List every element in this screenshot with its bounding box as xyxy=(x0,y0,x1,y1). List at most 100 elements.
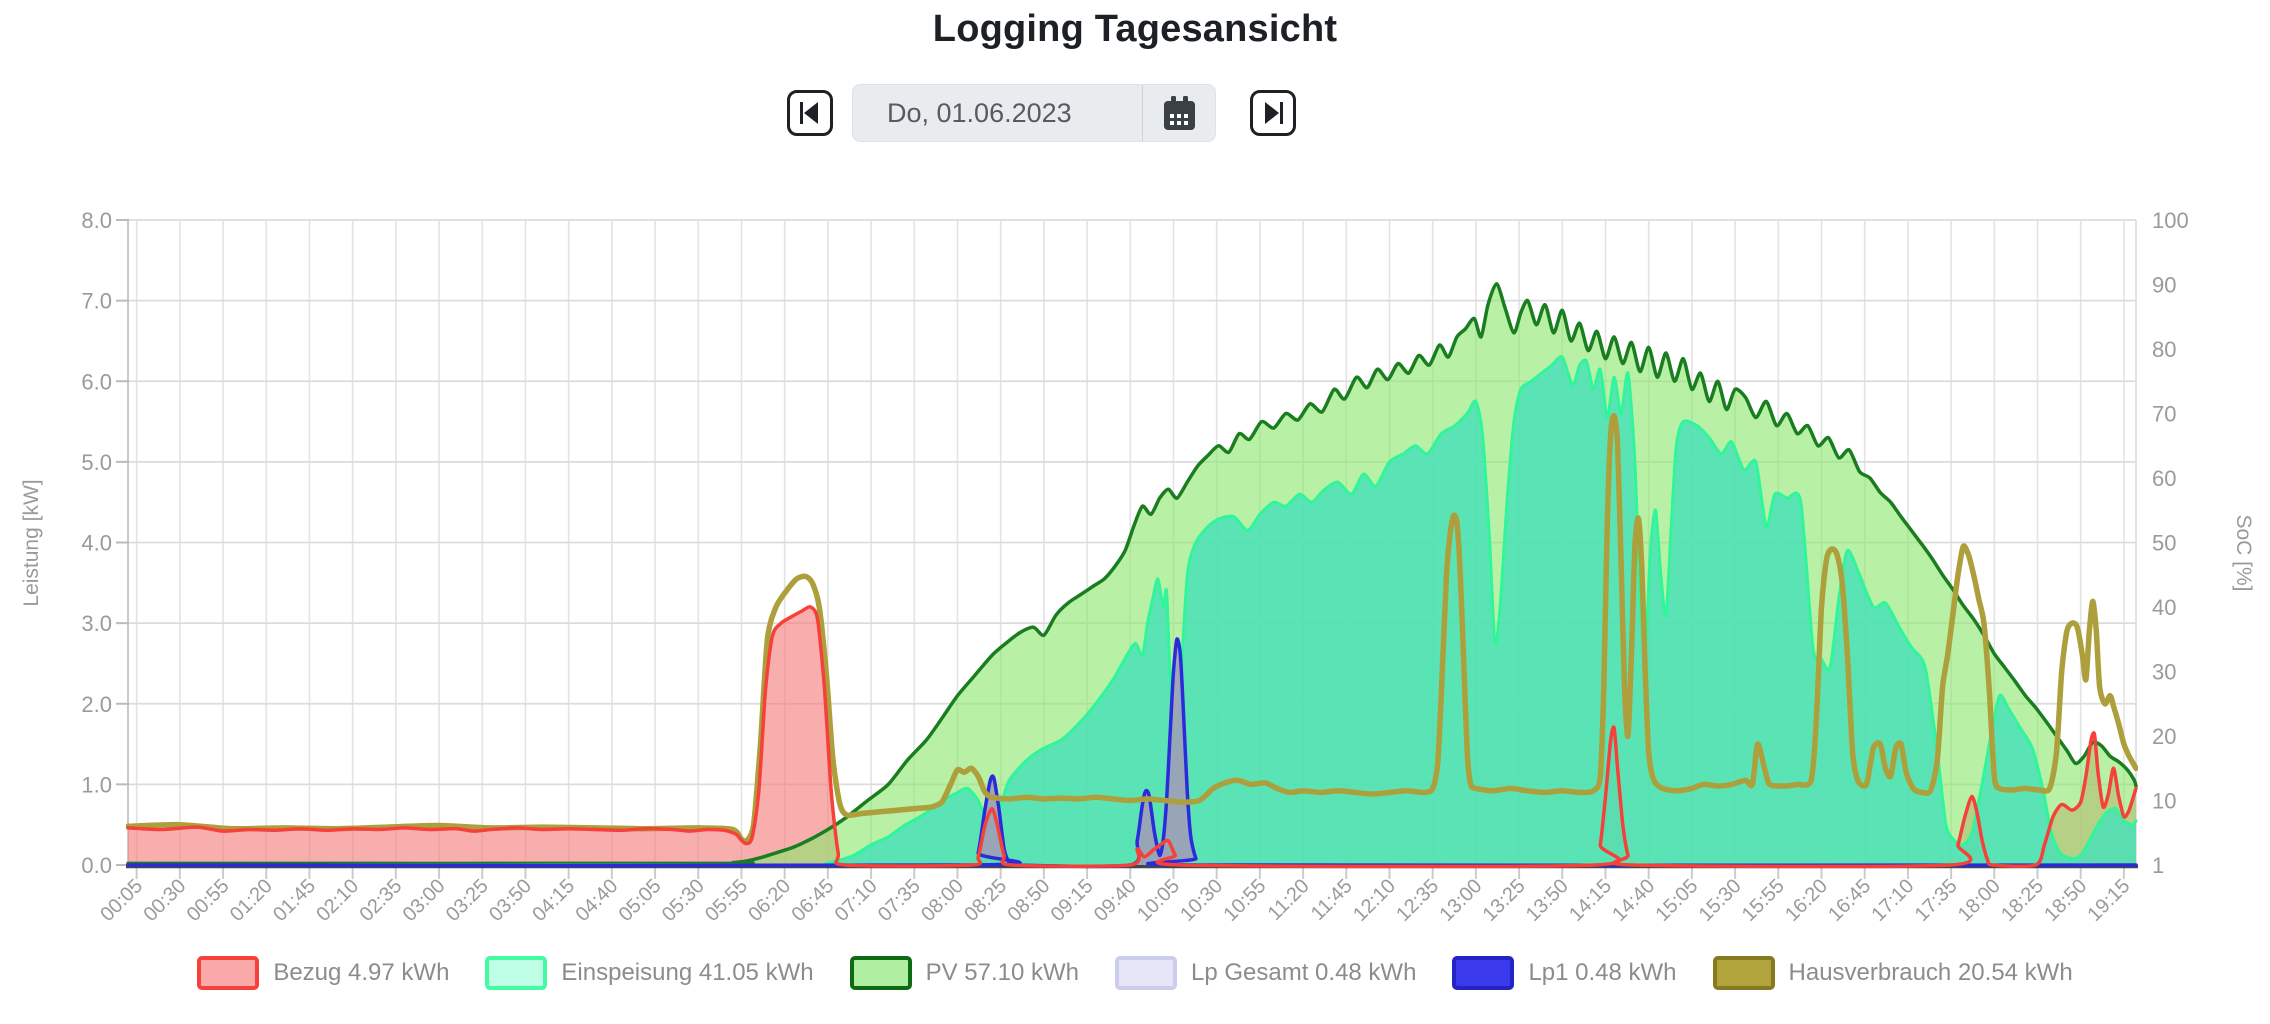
svg-text:14:40: 14:40 xyxy=(1608,875,1659,926)
svg-text:13:25: 13:25 xyxy=(1479,875,1530,926)
svg-text:11:45: 11:45 xyxy=(1307,875,1357,925)
svg-text:00:05: 00:05 xyxy=(96,875,147,926)
svg-text:01:45: 01:45 xyxy=(269,875,320,926)
svg-text:10:55: 10:55 xyxy=(1219,875,1270,926)
legend-item-pv[interactable]: Einspeisung 41.05 kWh xyxy=(485,956,814,990)
legend-item-lp1[interactable]: Lp1 0.48 kWh xyxy=(1452,956,1677,990)
svg-text:8.0: 8.0 xyxy=(81,208,112,233)
legend-item-lp-gesamt[interactable]: Lp Gesamt 0.48 kWh xyxy=(1115,956,1416,990)
svg-text:50: 50 xyxy=(2152,531,2176,556)
series-bezug xyxy=(128,606,2136,867)
svg-text:70: 70 xyxy=(2152,402,2176,427)
legend-label: Bezug 4.97 kWh xyxy=(273,959,450,986)
svg-text:03:50: 03:50 xyxy=(485,875,536,926)
left-arrow-icon xyxy=(794,97,826,129)
svg-text:08:25: 08:25 xyxy=(960,875,1011,926)
svg-text:30: 30 xyxy=(2152,660,2176,685)
legend-item-bezug[interactable]: Bezug 4.97 kWh xyxy=(197,956,449,990)
legend-swatch xyxy=(1115,956,1177,990)
svg-text:15:55: 15:55 xyxy=(1738,875,1789,926)
legend-swatch xyxy=(485,956,548,990)
svg-text:17:10: 17:10 xyxy=(1867,875,1918,926)
series-hausverbrauch xyxy=(126,412,2138,845)
svg-text:09:40: 09:40 xyxy=(1090,875,1141,926)
next-day-button[interactable] xyxy=(1250,90,1296,136)
svg-text:90: 90 xyxy=(2152,273,2176,298)
right-arrow-icon xyxy=(1257,97,1289,129)
legend-label: Lp1 0.48 kWh xyxy=(1528,959,1677,986)
svg-text:10: 10 xyxy=(2152,789,2176,814)
svg-text:05:55: 05:55 xyxy=(701,875,752,926)
svg-text:1: 1 xyxy=(2152,853,2164,878)
svg-text:03:25: 03:25 xyxy=(442,875,493,926)
svg-text:04:15: 04:15 xyxy=(528,875,579,926)
svg-text:16:20: 16:20 xyxy=(1781,875,1832,926)
legend-swatch xyxy=(1712,956,1775,990)
series-einspeisung xyxy=(126,355,2138,867)
prev-day-button[interactable] xyxy=(787,90,833,136)
svg-text:17:35: 17:35 xyxy=(1911,875,1962,926)
svg-text:05:05: 05:05 xyxy=(615,875,666,926)
svg-text:12:35: 12:35 xyxy=(1392,875,1443,926)
svg-text:Leistung [kW]: Leistung [kW] xyxy=(20,479,43,606)
legend-label: Hausverbrauch 20.54 kWh xyxy=(1788,959,2073,986)
svg-text:10:05: 10:05 xyxy=(1133,875,1184,926)
svg-text:14:15: 14:15 xyxy=(1565,875,1616,926)
svg-text:13:50: 13:50 xyxy=(1522,875,1573,926)
svg-text:00:55: 00:55 xyxy=(183,875,234,926)
legend-label: PV 57.10 kWh xyxy=(925,959,1079,986)
svg-text:10:30: 10:30 xyxy=(1176,875,1227,926)
svg-text:16:45: 16:45 xyxy=(1824,875,1875,926)
svg-text:18:50: 18:50 xyxy=(2040,875,2091,926)
legend-swatch xyxy=(1452,956,1515,990)
legend-label: Einspeisung 41.05 kWh xyxy=(561,959,814,986)
svg-text:7.0: 7.0 xyxy=(81,289,112,314)
svg-text:4.0: 4.0 xyxy=(81,531,112,556)
chart-legend: Bezug 4.97 kWh Einspeisung 41.05 kWh PV 57… xyxy=(0,956,2270,990)
svg-text:15:30: 15:30 xyxy=(1695,875,1746,926)
svg-text:20: 20 xyxy=(2152,724,2176,749)
legend-swatch xyxy=(197,956,260,990)
svg-text:08:00: 08:00 xyxy=(917,875,968,926)
svg-text:3.0: 3.0 xyxy=(81,611,112,636)
calendar-icon xyxy=(1160,93,1198,133)
svg-text:1.0: 1.0 xyxy=(81,772,112,797)
svg-text:01:20: 01:20 xyxy=(226,875,277,926)
svg-text:18:00: 18:00 xyxy=(1954,875,2005,926)
svg-text:80: 80 xyxy=(2152,337,2176,362)
svg-text:00:30: 00:30 xyxy=(139,875,190,926)
svg-text:02:35: 02:35 xyxy=(355,875,406,926)
svg-text:13:00: 13:00 xyxy=(1435,875,1486,926)
date-picker-group[interactable]: Do, 01.06.2023 xyxy=(852,84,1216,142)
svg-text:18:25: 18:25 xyxy=(1997,875,2048,926)
svg-text:12:10: 12:10 xyxy=(1349,875,1400,926)
svg-text:02:10: 02:10 xyxy=(312,875,363,926)
legend-label: Lp Gesamt 0.48 kWh xyxy=(1191,959,1417,986)
svg-text:5.0: 5.0 xyxy=(81,450,112,475)
svg-text:2.0: 2.0 xyxy=(81,692,112,717)
series-layer xyxy=(126,281,2138,869)
svg-text:03:00: 03:00 xyxy=(399,875,450,926)
svg-text:SoC [%]: SoC [%] xyxy=(2232,514,2255,591)
calendar-button[interactable] xyxy=(1142,85,1215,141)
date-input[interactable]: Do, 01.06.2023 xyxy=(887,97,1072,128)
svg-text:05:30: 05:30 xyxy=(658,875,709,926)
svg-text:06:20: 06:20 xyxy=(744,875,795,926)
svg-text:08:50: 08:50 xyxy=(1003,875,1054,926)
svg-text:04:40: 04:40 xyxy=(571,875,622,926)
svg-text:11:20: 11:20 xyxy=(1264,875,1314,925)
svg-text:60: 60 xyxy=(2152,466,2176,491)
series-stroke-top xyxy=(126,605,2138,869)
svg-text:19:15: 19:15 xyxy=(2083,875,2134,926)
legend-item-hausverbrauch[interactable]: Hausverbrauch 20.54 kWh xyxy=(1712,956,2073,990)
page-title: Logging Tagesansicht xyxy=(932,8,1338,50)
svg-text:15:05: 15:05 xyxy=(1651,875,1702,926)
svg-text:09:15: 09:15 xyxy=(1047,875,1098,926)
svg-text:07:10: 07:10 xyxy=(831,875,882,926)
svg-text:06:45: 06:45 xyxy=(787,875,838,926)
svg-text:0.0: 0.0 xyxy=(81,853,112,878)
legend-swatch xyxy=(849,956,912,990)
legend-item-einspeisung[interactable]: PV 57.10 kWh xyxy=(849,956,1079,990)
svg-text:6.0: 6.0 xyxy=(81,369,112,394)
